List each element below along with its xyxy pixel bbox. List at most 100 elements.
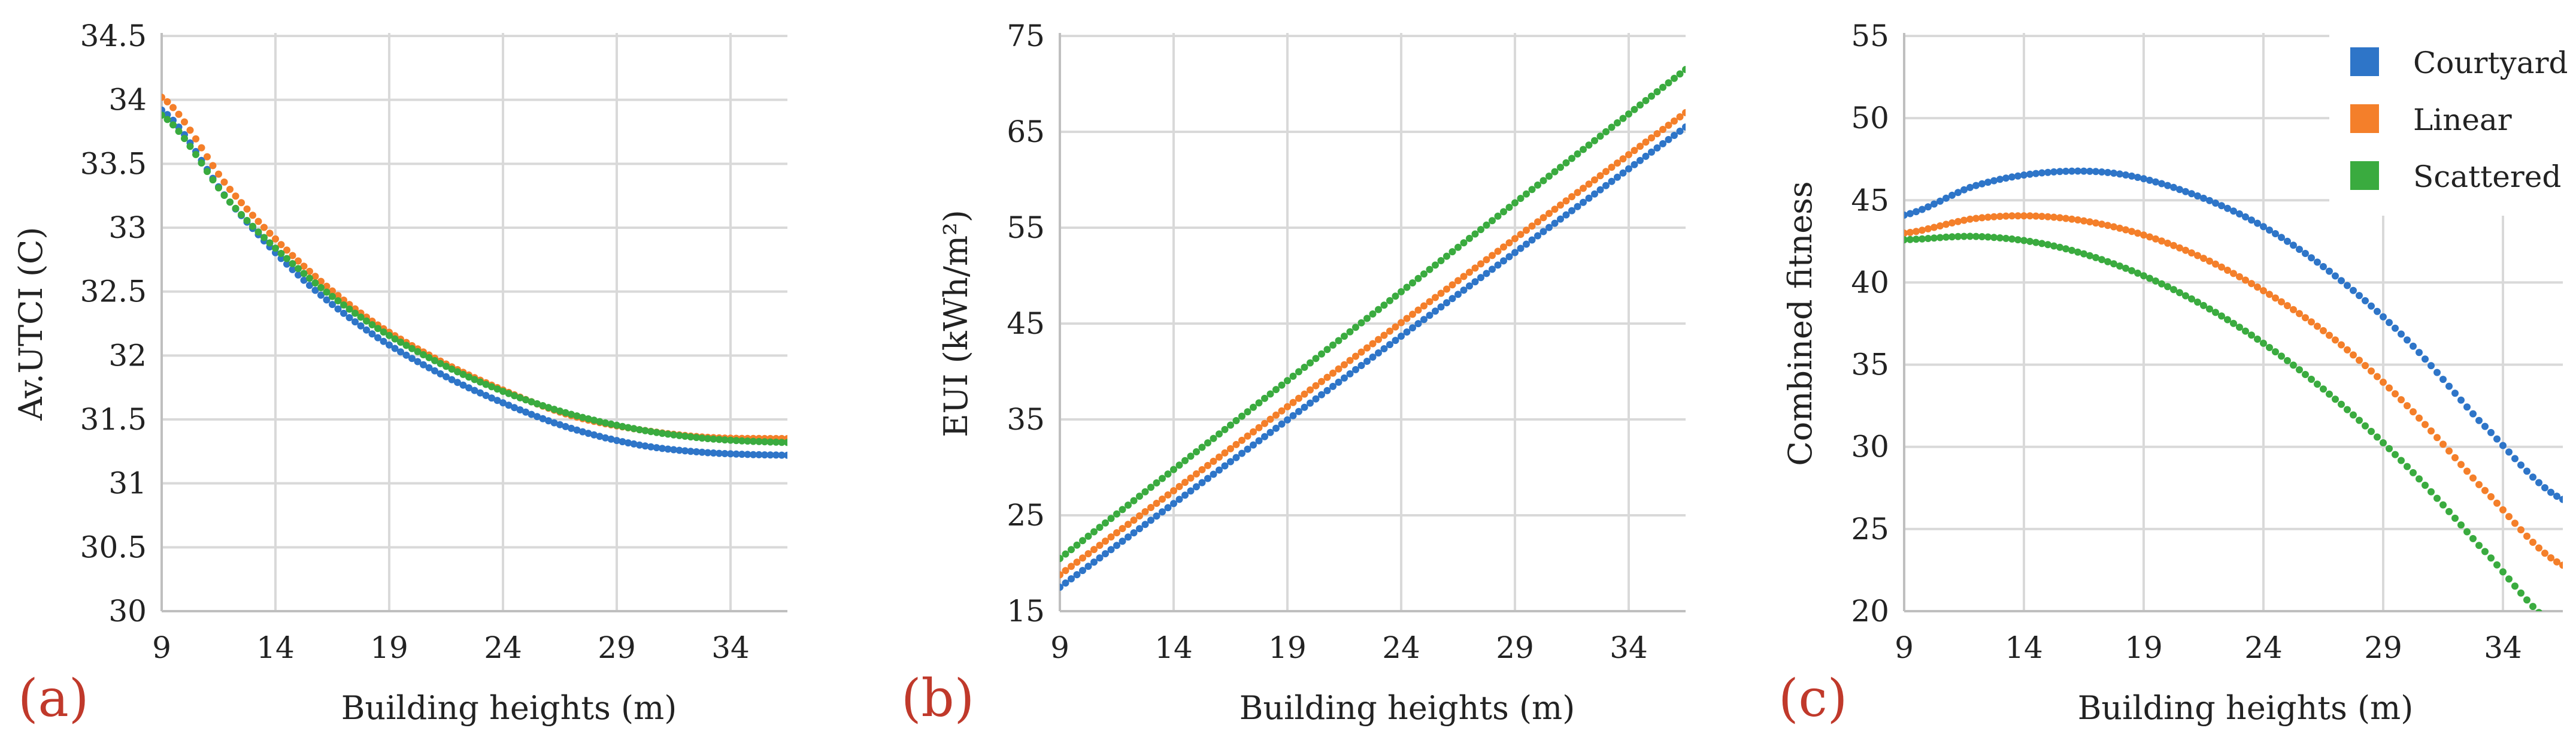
plot-area [1904,167,2566,635]
data-point [1232,440,1240,448]
data-point [1682,66,1686,73]
data-point [2386,319,2393,327]
data-point [659,430,666,437]
data-point [1090,528,1098,536]
data-point [1625,151,1632,159]
data-point [1608,123,1616,131]
data-point [1913,228,1920,235]
y-tick-label: 55 [1851,19,1889,53]
data-point [1919,226,1926,234]
data-point [1534,232,1541,240]
data-point [2547,554,2554,561]
data-point [1141,488,1149,496]
data-point [1528,222,1536,230]
chart-panel-c: 20 25 30 35 40 45 50 55 9 14 19 24 29 34 Combined fi… [1778,18,2576,729]
legend-label: Linear [2413,102,2512,137]
data-point [2008,212,2016,220]
data-point [1471,230,1479,238]
data-point [1580,146,1587,153]
data-point [2559,627,2566,635]
data-point [1084,550,1092,558]
data-point [226,186,234,193]
x-tick-label: 24 [1382,630,1420,665]
data-point [380,328,387,336]
data-point [2457,521,2465,529]
data-point [738,451,745,458]
data-point [1210,470,1217,478]
data-point [1255,437,1263,445]
data-point [568,410,575,418]
data-point [2278,234,2285,241]
data-point [2523,467,2530,475]
data-point [1494,247,1502,255]
data-point [2074,216,2081,223]
data-point [1352,352,1359,360]
data-point [2134,174,2141,181]
data-point [1671,132,1678,139]
data-point [1562,197,1570,205]
data-point [2523,532,2530,540]
data-point [2146,176,2153,184]
data-point [2200,194,2207,202]
data-point [1341,374,1348,382]
data-point [1671,74,1678,82]
data-point [334,305,342,313]
data-point [1210,434,1217,442]
data-point [162,93,165,101]
data-point [778,451,786,459]
data-point [295,265,302,273]
data-point [2230,207,2237,215]
data-point [1170,466,1177,473]
y-tick-label: 45 [1007,306,1045,341]
data-point [2559,496,2563,503]
data-point [488,383,495,391]
data-point [1255,399,1263,407]
y-tick-label: 75 [1007,19,1045,53]
data-point [2511,455,2519,463]
data-point [2368,302,2375,310]
x-tick-label: 19 [1268,630,1307,665]
data-point [1125,533,1132,541]
data-point [2422,421,2429,428]
data-point [1539,228,1547,235]
data-point [323,282,331,290]
data-point [2110,170,2117,177]
data-point [1216,453,1223,461]
data-point [1414,320,1422,328]
data-point [465,373,472,381]
data-point [2050,213,2057,221]
data-point [647,443,654,451]
data-point [1221,425,1229,433]
data-point [784,451,787,459]
data-point [289,252,296,259]
y-tick-labels: 30 30.5 31 31.5 32 32.5 33 33.5 34 34.5 [80,19,147,629]
data-point [2350,411,2357,419]
data-point [2158,180,2165,188]
x-tick-label: 19 [2125,630,2163,665]
data-point [1511,249,1519,256]
data-point [1369,354,1377,361]
data-point [1255,424,1263,431]
data-point [1289,398,1297,406]
data-point [1591,137,1598,144]
data-point [2338,341,2345,349]
data-point [2302,314,2309,322]
data-point [329,292,336,300]
data-point [602,419,609,427]
data-point [272,244,279,252]
data-point [260,234,268,241]
data-point [2517,526,2525,534]
data-point [1102,537,1109,545]
data-point [169,104,177,111]
data-point [2044,213,2051,221]
data-point [1102,550,1109,558]
data-point [1141,508,1149,515]
data-point [2152,235,2159,243]
data-point [1523,240,1530,248]
y-axis-title: Combined fitness [1781,181,1819,466]
data-point [750,437,757,445]
data-point [2314,380,2321,388]
data-point [1907,228,1914,236]
data-point [1164,470,1172,478]
data-point [2314,258,2321,266]
